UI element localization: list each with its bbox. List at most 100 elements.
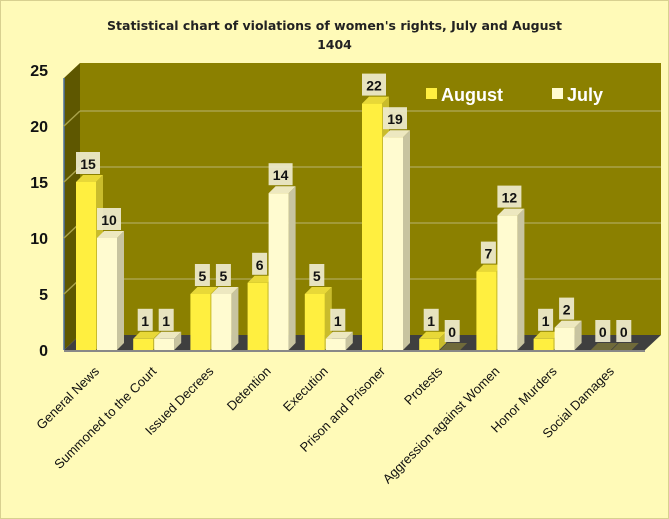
- bar-side-july: [403, 130, 410, 350]
- bar-top-july: [268, 186, 296, 194]
- bar-top-august: [247, 275, 275, 283]
- bar-side-july: [288, 186, 296, 350]
- bar-august: [533, 338, 554, 350]
- legend-label-august: August: [441, 85, 503, 105]
- legend-label-july: July: [567, 85, 603, 105]
- bar-top-july: [554, 320, 582, 328]
- y-tick-label: 10: [30, 231, 48, 248]
- bar-july: [611, 343, 639, 350]
- data-label-july: 0: [620, 324, 628, 340]
- data-label-july: 2: [563, 302, 571, 318]
- data-label-july: 0: [448, 324, 456, 340]
- data-label-august: 1: [542, 313, 550, 329]
- x-tick-label: Protests: [401, 363, 446, 408]
- bar-side-july: [517, 208, 525, 350]
- data-label-july: 5: [220, 268, 228, 284]
- data-label-august: 5: [199, 268, 207, 284]
- bar-august: [76, 182, 96, 350]
- y-tick-label: 0: [39, 343, 48, 360]
- bar-august: [304, 294, 325, 350]
- data-label-bg: [97, 208, 121, 230]
- data-label-bg: [158, 308, 174, 331]
- data-label-july: 12: [502, 190, 518, 206]
- bar-august: [476, 271, 497, 350]
- bar-side-july: [574, 320, 582, 350]
- chart-title: Statistical chart of violations of women…: [107, 18, 562, 33]
- data-label-bg: [252, 252, 268, 275]
- data-label-august: 6: [256, 257, 264, 273]
- bar-top-july: [211, 287, 239, 294]
- x-tick-label: Summoned to the Court: [51, 363, 159, 471]
- x-tick-label: Execution: [280, 364, 331, 415]
- bar-top-july: [154, 331, 182, 339]
- bar-side-august: [439, 331, 447, 350]
- bar-july: [211, 294, 232, 350]
- bar-top-august: [190, 287, 218, 294]
- data-label-july: 1: [334, 313, 342, 329]
- bar-side-july: [174, 331, 182, 350]
- data-label-bg: [423, 308, 439, 331]
- data-label-bg: [76, 152, 100, 174]
- bar-side-july: [345, 331, 353, 350]
- bar-july: [154, 338, 175, 350]
- data-label-august: 22: [366, 78, 382, 94]
- y-tick-label: 25: [30, 63, 48, 80]
- data-label-july: 1: [162, 313, 170, 329]
- data-label-august: 1: [141, 313, 149, 329]
- bar-top-august: [133, 331, 161, 339]
- bar-august: [362, 103, 382, 350]
- bar-top-august: [476, 264, 504, 272]
- data-label-bg: [383, 107, 407, 130]
- bar-top-august: [362, 96, 389, 104]
- data-label-bg: [444, 320, 460, 342]
- bar-july: [440, 343, 468, 350]
- bar-top-july: [383, 130, 410, 138]
- data-label-july: 19: [387, 111, 403, 127]
- bar-top-august: [419, 331, 447, 339]
- data-label-bg: [595, 320, 611, 342]
- data-label-bg: [194, 264, 210, 286]
- x-tick-label: Aggression against Women: [380, 364, 503, 487]
- data-label-august: 15: [80, 156, 96, 172]
- gridline-side: [63, 110, 81, 127]
- bar-top-august: [533, 331, 561, 339]
- bar-top-july: [325, 331, 353, 339]
- legend-swatch-august: [426, 88, 437, 99]
- y-tick-label: 5: [39, 287, 48, 304]
- y-tick-label: 15: [30, 175, 48, 192]
- data-label-bg: [616, 320, 632, 342]
- data-label-bg: [137, 308, 153, 331]
- data-label-bg: [330, 308, 346, 331]
- data-label-august: 1: [427, 313, 435, 329]
- x-tick-label: Detention: [224, 364, 274, 414]
- data-label-bg: [480, 241, 496, 264]
- bar-top-august: [304, 287, 332, 294]
- bar-top-july: [97, 231, 124, 238]
- data-label-bg: [268, 163, 293, 186]
- bar-july: [497, 215, 518, 350]
- bar-side-august: [324, 287, 332, 350]
- bar-july: [97, 238, 117, 350]
- y-tick-label: 20: [30, 119, 48, 136]
- data-label-bg: [362, 73, 386, 96]
- data-label-august: 7: [485, 246, 493, 262]
- bar-august: [133, 338, 154, 350]
- data-label-august: 0: [599, 324, 607, 340]
- bar-august: [590, 343, 618, 350]
- data-label-bg: [559, 297, 575, 320]
- data-label-bg: [309, 264, 325, 286]
- data-label-bg: [538, 308, 554, 331]
- bar-top-august: [76, 175, 103, 182]
- bar-august: [419, 338, 440, 350]
- bar-july: [268, 193, 289, 350]
- bar-side-july: [117, 231, 124, 350]
- bar-august: [190, 294, 211, 350]
- bar-july: [554, 327, 575, 350]
- bar-side-july: [231, 287, 239, 350]
- chart-title-year: 1404: [317, 37, 352, 52]
- data-label-august: 5: [313, 268, 321, 284]
- data-label-july: 10: [101, 212, 117, 228]
- data-label-bg: [497, 185, 522, 208]
- bar-august: [247, 282, 268, 350]
